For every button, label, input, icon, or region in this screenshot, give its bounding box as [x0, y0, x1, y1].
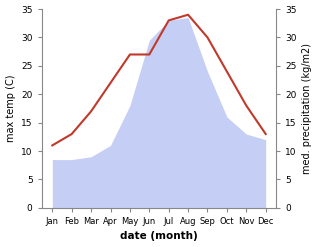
- X-axis label: date (month): date (month): [120, 231, 198, 242]
- Y-axis label: max temp (C): max temp (C): [5, 75, 16, 142]
- Y-axis label: med. precipitation (kg/m2): med. precipitation (kg/m2): [302, 43, 313, 174]
